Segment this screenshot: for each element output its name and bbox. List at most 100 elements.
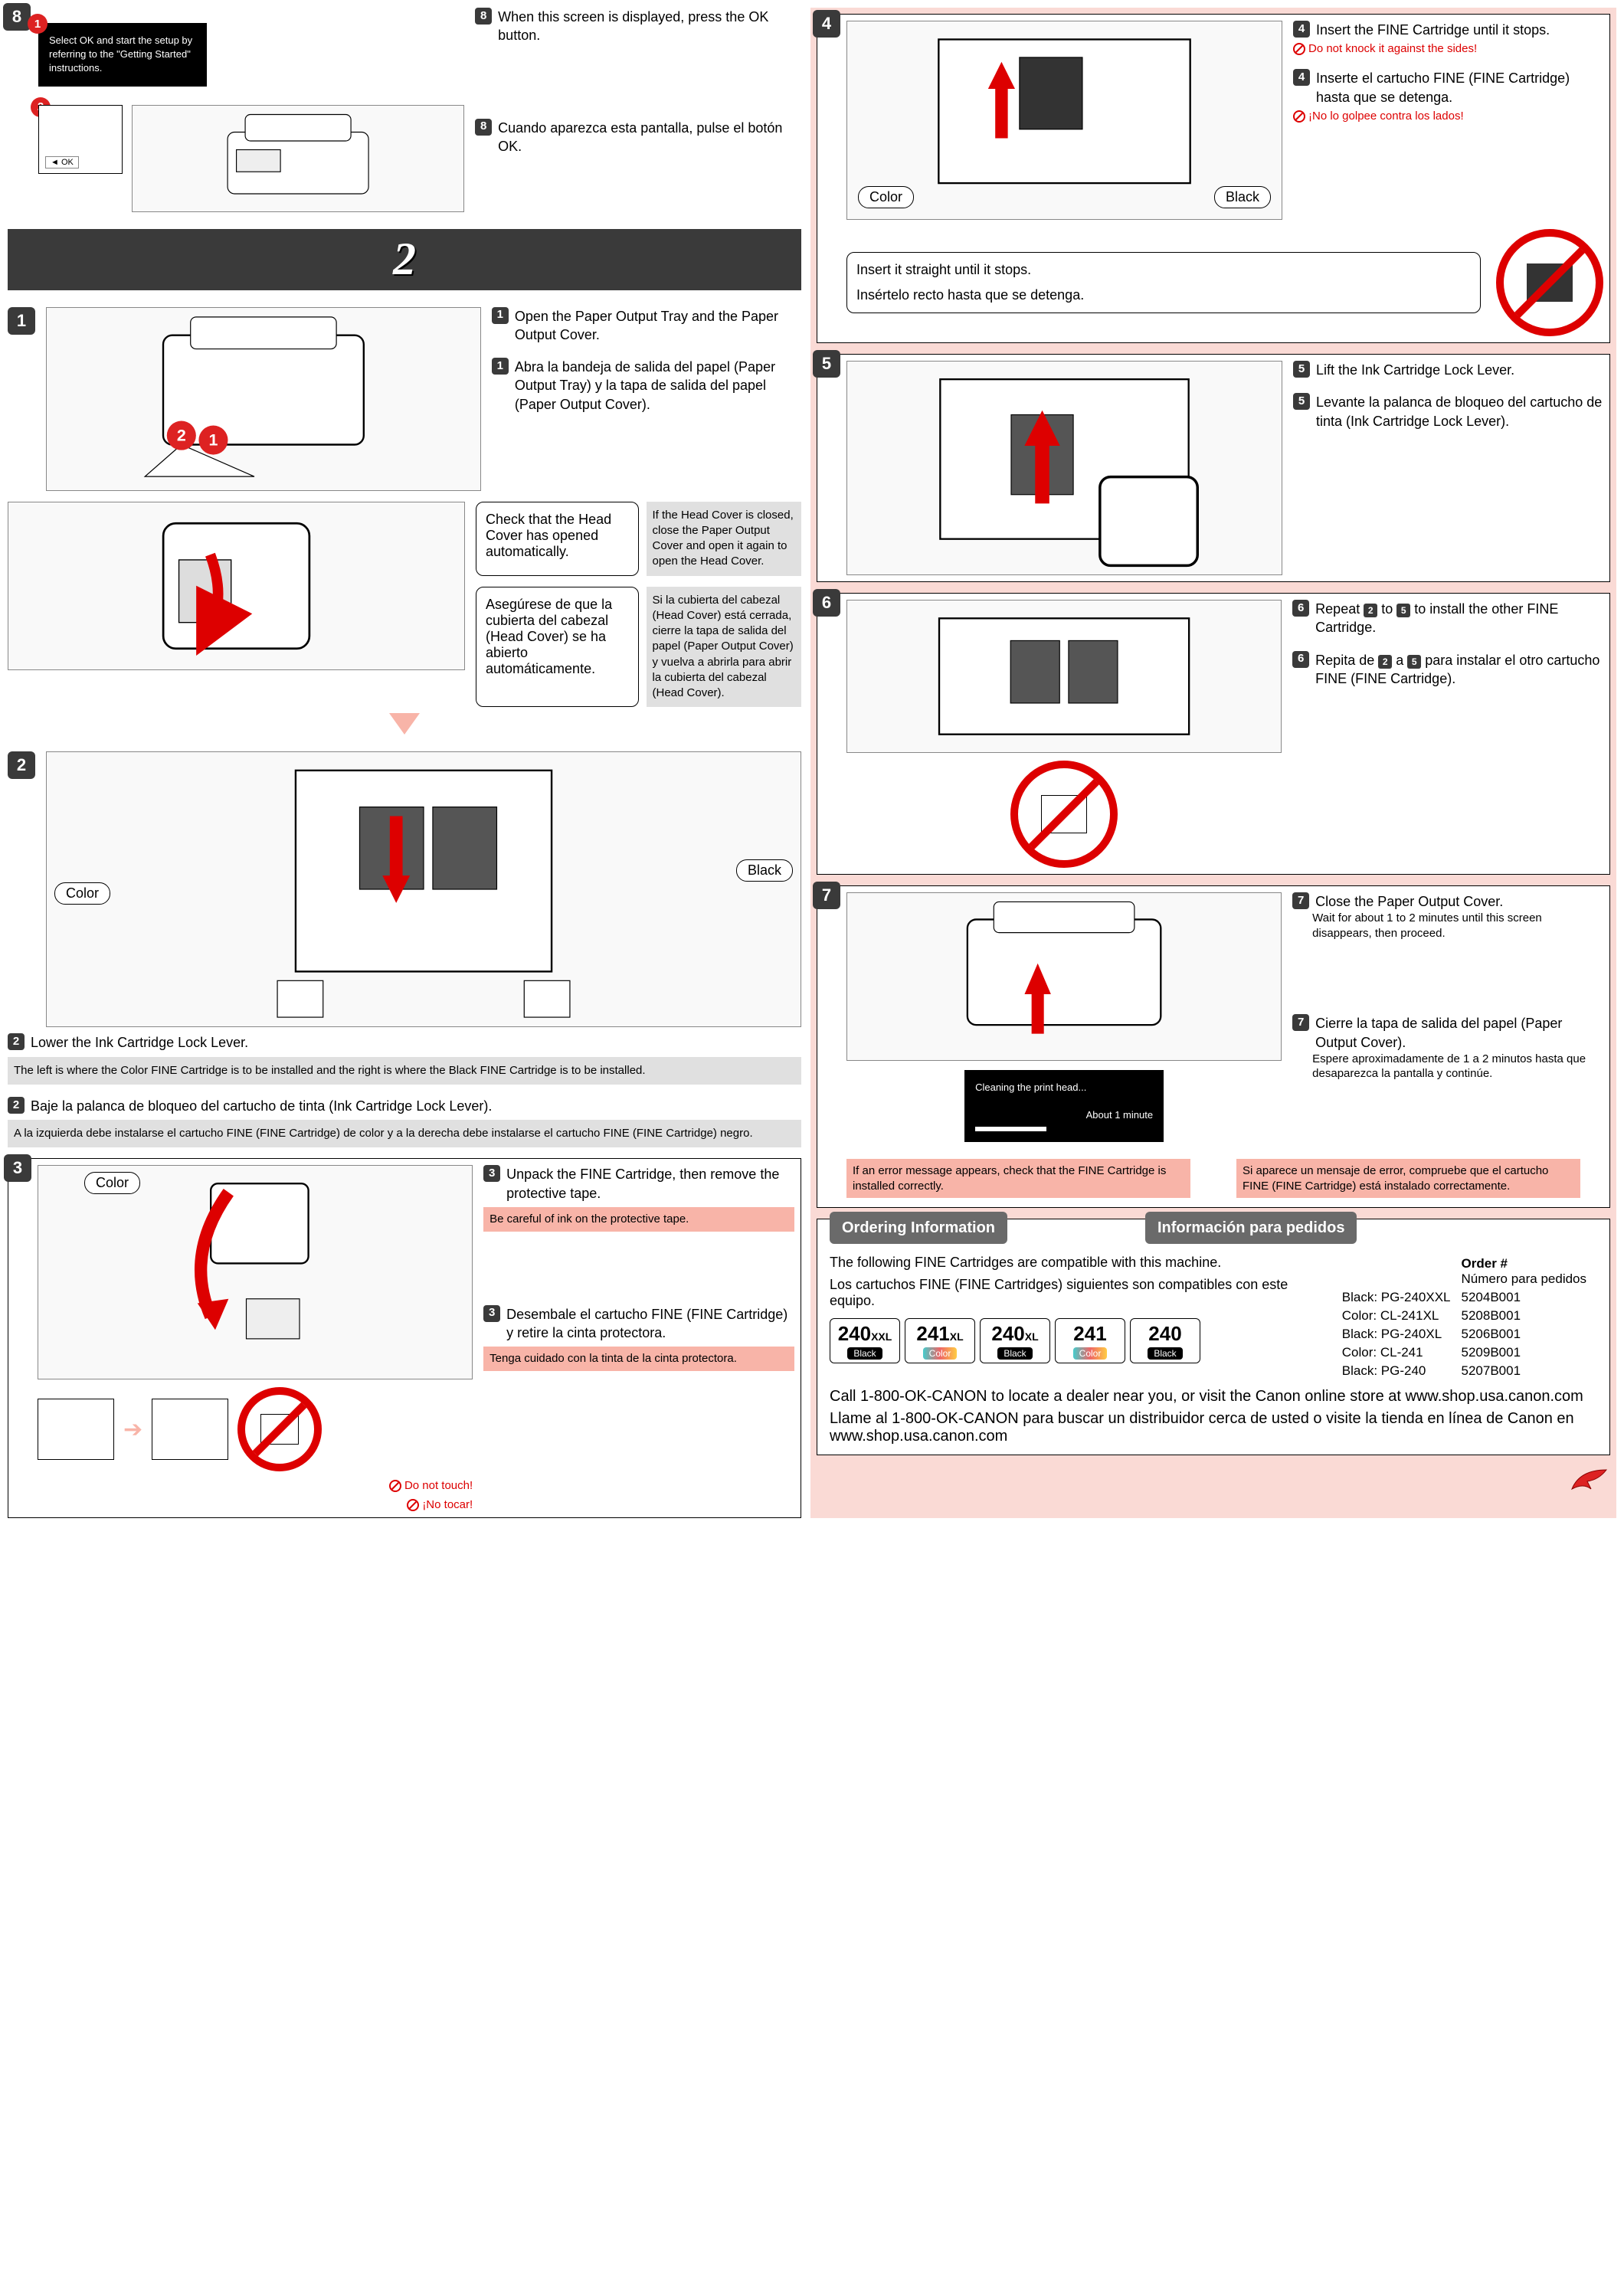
order-name: Black: PG-240XL bbox=[1342, 1325, 1462, 1343]
order-head-es: Número para pedidos bbox=[1462, 1271, 1586, 1286]
step-3: 3 Color ➔ bbox=[8, 1158, 801, 1518]
step-2-note-en: The left is where the Color FINE Cartrid… bbox=[8, 1057, 801, 1085]
step-8: 8 1 Select OK and start the setup by ref… bbox=[8, 8, 801, 212]
black-label: Black bbox=[736, 859, 793, 882]
color-label-4: Color bbox=[858, 186, 914, 208]
cartridge-badge: 240Black bbox=[1130, 1318, 1200, 1363]
step-7-warn-es: Si aparece un mensaje de error, comprueb… bbox=[1236, 1159, 1580, 1198]
note-es-box: Si la cubierta del cabezal (Head Cover) … bbox=[647, 587, 802, 708]
step-8-text-en: When this screen is displayed, press the… bbox=[498, 8, 801, 45]
step-7-sub-en: Wait for about 1 to 2 minutes until this… bbox=[1312, 911, 1603, 941]
prohibit-icon bbox=[237, 1387, 322, 1471]
ordering-head-es: Información para pedidos bbox=[1145, 1212, 1357, 1244]
step-4-box-en: Insert it straight until it stops. bbox=[856, 262, 1471, 278]
lcd-line-a: Cleaning the print head... bbox=[975, 1081, 1153, 1095]
cartridge-badges: 240XXLBlack241XLColor240XLBlack241Color2… bbox=[830, 1318, 1319, 1363]
step-7-warn-en: If an error message appears, check that … bbox=[846, 1159, 1190, 1198]
order-name: Black: PG-240 bbox=[1342, 1362, 1462, 1380]
step-3-badge: 3 bbox=[4, 1154, 31, 1182]
no-touch-en: Do not touch! bbox=[404, 1479, 473, 1492]
order-head-en: Order # bbox=[1462, 1256, 1508, 1271]
step-6-text-en: Repeat 2 to 5 to install the other FINE … bbox=[1315, 600, 1603, 637]
ok-label: OK bbox=[61, 158, 74, 167]
step-4-badge: 4 bbox=[813, 10, 840, 38]
step-5-text-en: Lift the Ink Cartridge Lock Lever. bbox=[1316, 361, 1514, 379]
black-label-4: Black bbox=[1214, 186, 1271, 208]
step-7-text-es: Cierre la tapa de salida del papel (Pape… bbox=[1315, 1014, 1603, 1052]
prohibit-circle-6 bbox=[1010, 761, 1118, 868]
step-4: 4 Color Black 4 Insert the FINE Cartridg… bbox=[817, 14, 1610, 343]
step-3-text-en: Unpack the FINE Cartridge, then remove t… bbox=[506, 1165, 794, 1203]
step-6-badge: 6 bbox=[813, 589, 840, 617]
step-8-text-es: Cuando aparezca esta pantalla, pulse el … bbox=[498, 119, 801, 156]
step-2-illustration: Color Black bbox=[46, 751, 801, 1027]
order-code: 5206B001 bbox=[1462, 1325, 1597, 1343]
step-4-box-es: Insértelo recto hasta que se detenga. bbox=[856, 287, 1471, 303]
printer-illustration bbox=[132, 105, 464, 212]
step-5: 5 5 Lift the Ink Cartridge Lock Lever. 5… bbox=[817, 354, 1610, 582]
order-table: Order #Número para pedidos Black: PG-240… bbox=[1342, 1255, 1597, 1380]
step-1-text-es: Abra la bandeja de salida del papel (Pap… bbox=[515, 358, 801, 414]
step-4-text-en: Insert the FINE Cartridge until it stops… bbox=[1316, 21, 1550, 39]
cartridge-badge: 241Color bbox=[1055, 1318, 1125, 1363]
ordering-call-en: Call 1-800-OK-CANON to locate a dealer n… bbox=[830, 1388, 1597, 1406]
step-7-illustration bbox=[846, 892, 1282, 1061]
step-3-warn-en: Be careful of ink on the protective tape… bbox=[483, 1207, 794, 1232]
order-code: 5204B001 bbox=[1462, 1288, 1597, 1307]
step-2-text-es: Baje la palanca de bloqueo del cartucho … bbox=[31, 1097, 492, 1115]
step-3-illustration: Color bbox=[38, 1165, 473, 1379]
page-curl-icon bbox=[1564, 1466, 1610, 1497]
arrow-down-icon bbox=[389, 713, 420, 735]
callout-1-badge: 1 bbox=[28, 14, 47, 34]
step-4-text-es: Inserte el cartucho FINE (FINE Cartridge… bbox=[1316, 69, 1603, 106]
order-code: 5208B001 bbox=[1462, 1307, 1597, 1325]
step-2-badge: 2 bbox=[8, 751, 35, 779]
step-1-badge: 1 bbox=[8, 307, 35, 335]
step-5-badge: 5 bbox=[813, 350, 840, 378]
step-8-badge: 8 bbox=[3, 3, 31, 31]
check-en-box: Check that the Head Cover has opened aut… bbox=[476, 502, 639, 576]
head-cover-illustration bbox=[8, 502, 465, 670]
ordering-intro-es: Los cartuchos FINE (FINE Cartridges) sig… bbox=[830, 1277, 1319, 1309]
ordering-intro-en: The following FINE Cartridges are compat… bbox=[830, 1255, 1319, 1271]
prohibit-small-icon bbox=[389, 1480, 401, 1492]
note-en-box: If the Head Cover is closed, close the P… bbox=[647, 502, 802, 576]
order-name: Black: PG-240XXL bbox=[1342, 1288, 1462, 1307]
step-3-text-es: Desembale el cartucho FINE (FINE Cartrid… bbox=[506, 1305, 794, 1343]
cartridge-badge: 241XLColor bbox=[905, 1318, 975, 1363]
section-2-header: 2 bbox=[8, 229, 801, 290]
step-6: 6 6 Repeat 2 to 5 to install the other F… bbox=[817, 593, 1610, 875]
step-7-text-en: Close the Paper Output Cover. bbox=[1315, 892, 1503, 911]
step-2-text-en: Lower the Ink Cartridge Lock Lever. bbox=[31, 1033, 248, 1052]
step-2: 2 Color Black 2 Lower the Ink Cartridge … bbox=[8, 751, 801, 1147]
step-6-text-es: Repita de 2 a 5 para instalar el otro ca… bbox=[1315, 651, 1603, 689]
prohibit-circle-4 bbox=[1496, 229, 1603, 336]
ordering-call-es: Llame al 1-800-OK-CANON para buscar un d… bbox=[830, 1410, 1597, 1445]
order-name: Color: CL-241 bbox=[1342, 1343, 1462, 1362]
step-3-warn-es: Tenga cuidado con la tinta de la cinta p… bbox=[483, 1347, 794, 1371]
color-label-3: Color bbox=[84, 1172, 140, 1194]
step-2-note-es: A la izquierda debe instalarse el cartuc… bbox=[8, 1120, 801, 1147]
step-5-text-es: Levante la palanca de bloqueo del cartuc… bbox=[1316, 393, 1603, 430]
step-1-text-en: Open the Paper Output Tray and the Paper… bbox=[515, 307, 801, 345]
order-name: Color: CL-241XL bbox=[1342, 1307, 1462, 1325]
step-1: 1 12 1 Open the Paper Output Tray and th… bbox=[8, 307, 801, 741]
step-4-warn-es: ¡No lo golpee contra los lados! bbox=[1308, 110, 1464, 123]
step-4-warn-en: Do not knock it against the sides! bbox=[1308, 42, 1477, 55]
svg-text:1: 1 bbox=[209, 430, 218, 449]
lcd-screen: Select OK and start the setup by referri… bbox=[38, 23, 207, 87]
ordering-head-en: Ordering Information bbox=[830, 1212, 1007, 1244]
cartridge-badge: 240XLBlack bbox=[980, 1318, 1050, 1363]
lcd-line-b: About 1 minute bbox=[975, 1108, 1153, 1122]
check-es-box: Asegúrese de que la cubierta del cabezal… bbox=[476, 587, 639, 708]
step-1-illustration: 12 bbox=[46, 307, 481, 491]
cartridge-badge: 240XXLBlack bbox=[830, 1318, 900, 1363]
left-column: 8 1 Select OK and start the setup by ref… bbox=[8, 8, 801, 1518]
ordering-info: Ordering Information Información para pe… bbox=[817, 1219, 1610, 1455]
step-6-illustration bbox=[846, 600, 1282, 753]
step-7-badge: 7 bbox=[813, 882, 840, 909]
step-4-illustration: Color Black bbox=[846, 21, 1282, 220]
step-5-illustration bbox=[846, 361, 1282, 575]
step-7-sub-es: Espere aproximadamente de 1 a 2 minutos … bbox=[1312, 1052, 1603, 1082]
step-7: 7 Cleaning the print head... About 1 min… bbox=[817, 885, 1610, 1208]
